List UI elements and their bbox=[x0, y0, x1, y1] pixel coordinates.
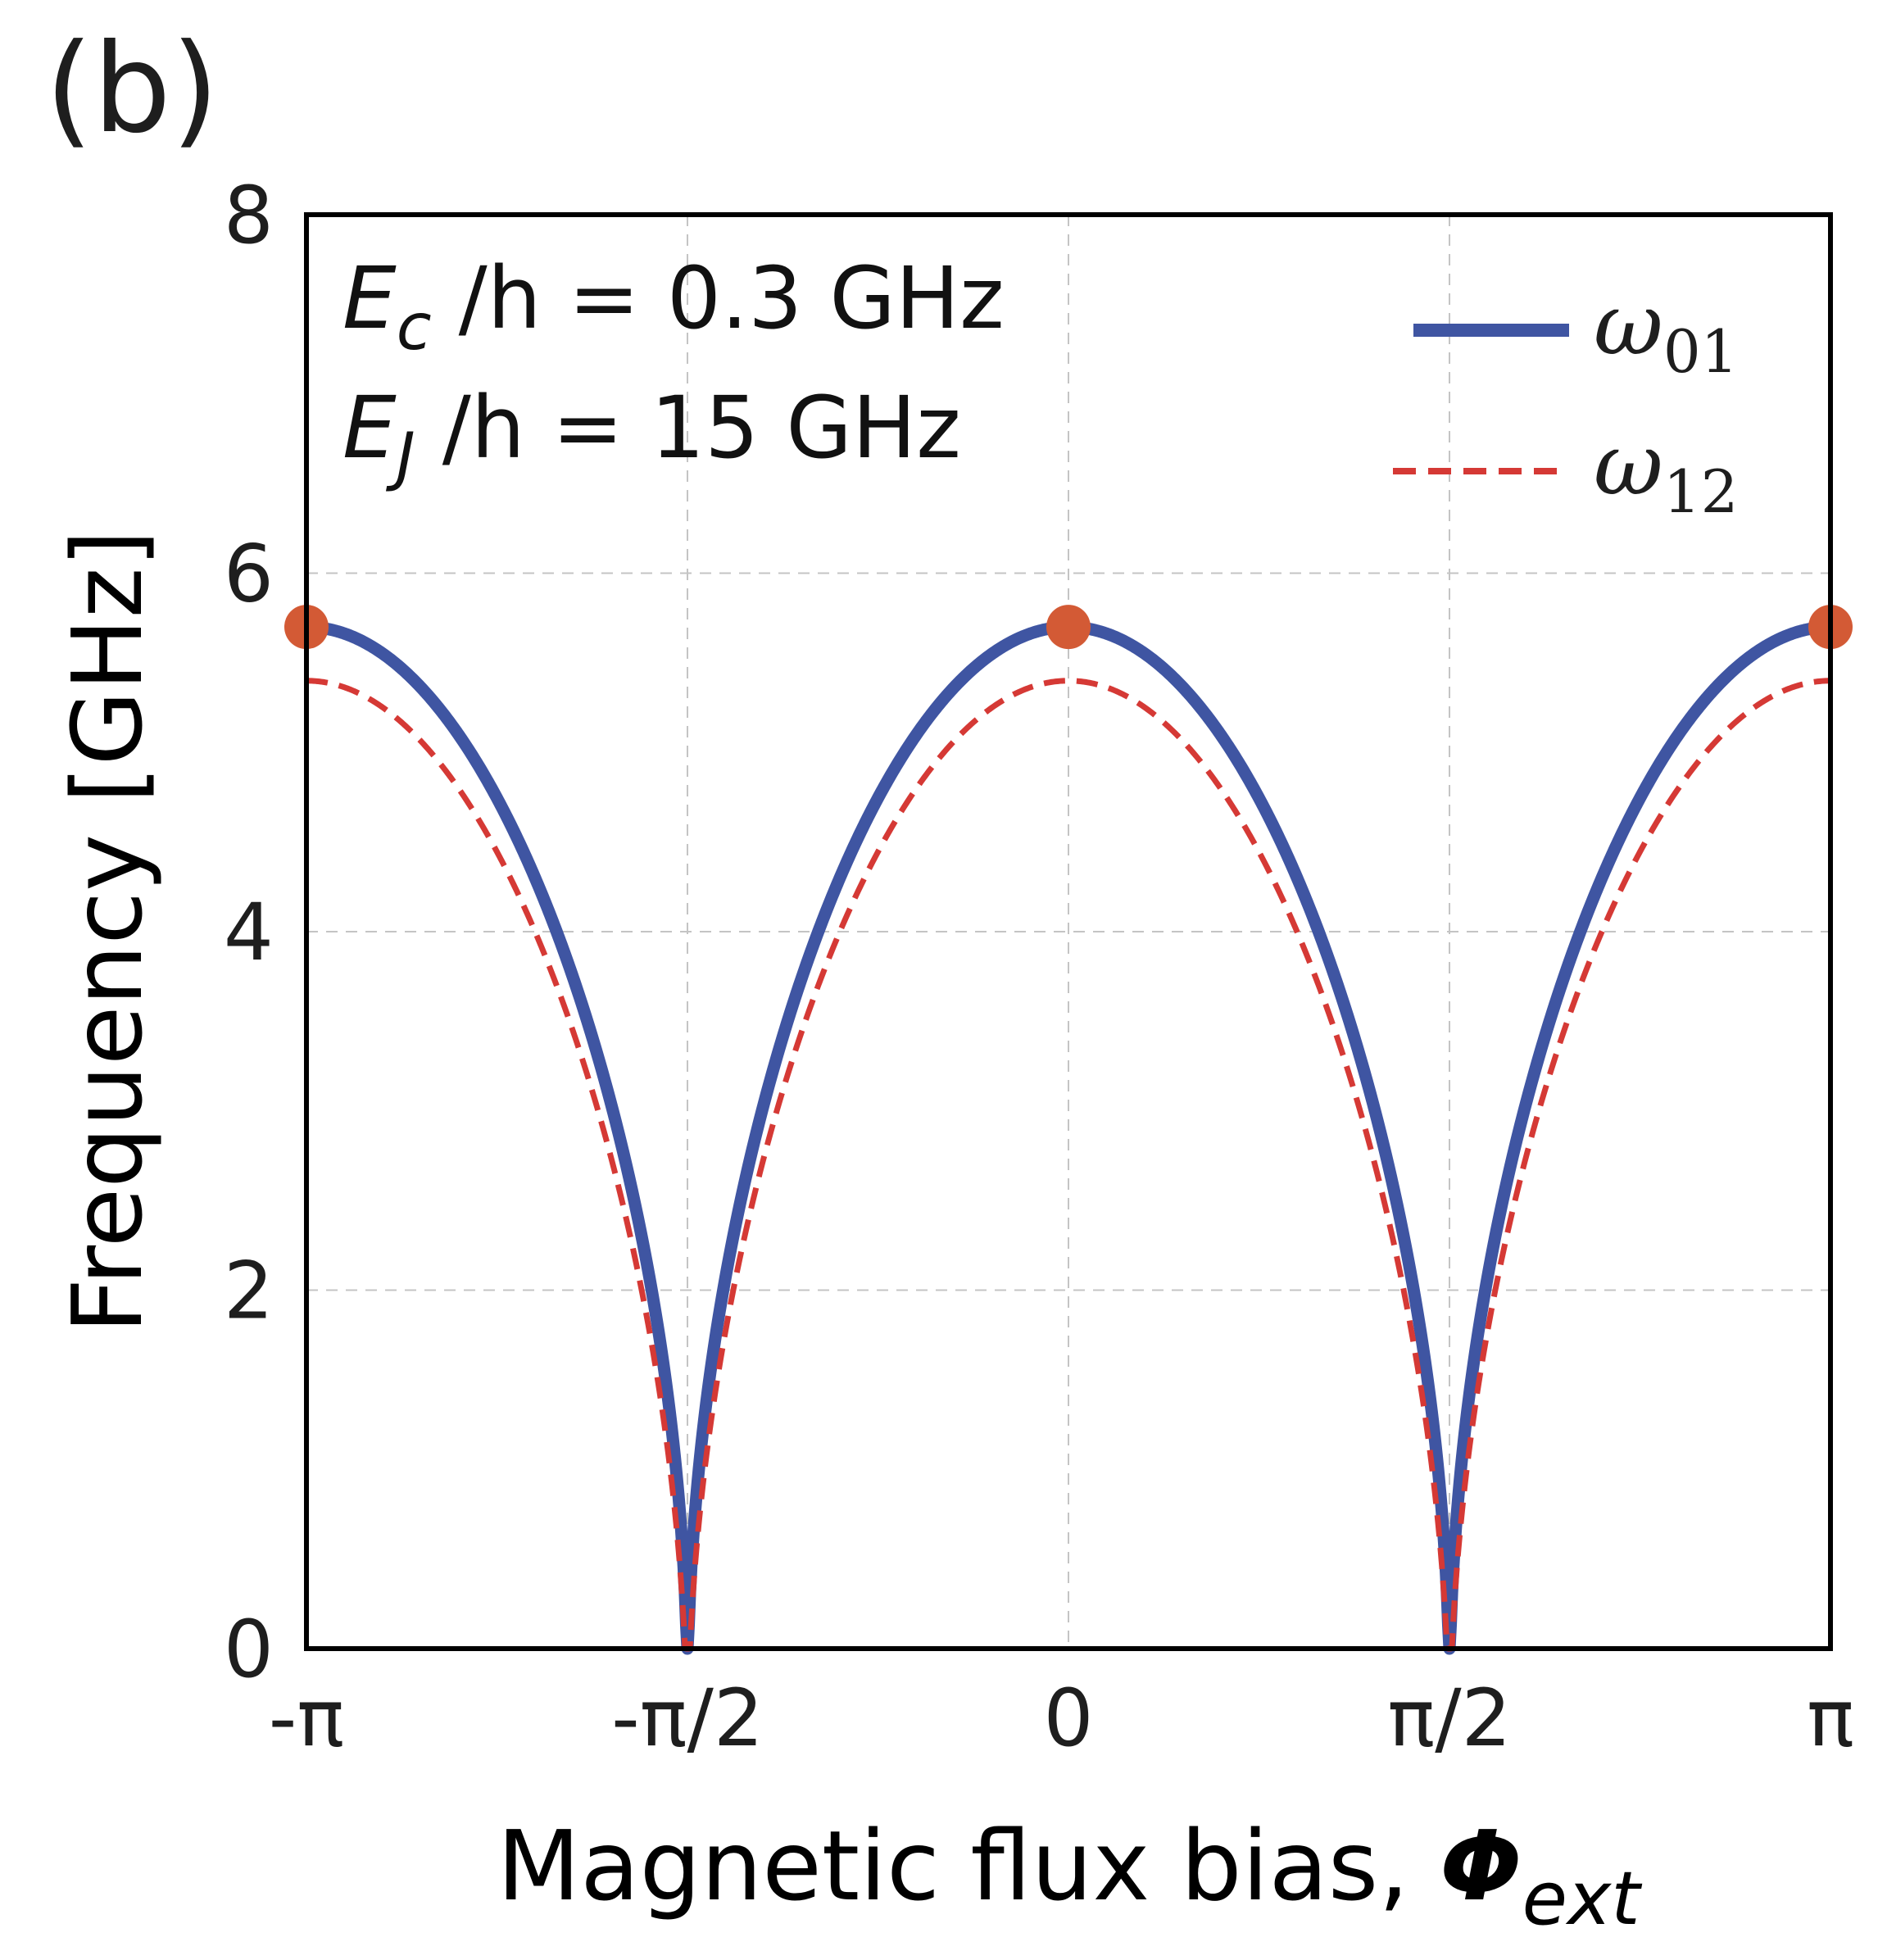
annotation-ec-subscript: c bbox=[397, 291, 432, 365]
annotation-ec: Ec /h = 0.3 GHz bbox=[342, 248, 1005, 365]
plot-frame bbox=[304, 212, 1833, 1651]
legend-w12-symbol: ω bbox=[1594, 415, 1663, 515]
legend: ω01 ω12 bbox=[1393, 274, 1738, 526]
x-axis-label-subscript: ext bbox=[1522, 1856, 1644, 1942]
x-tick-label: -π/2 bbox=[611, 1672, 764, 1764]
legend-label-w12: ω12 bbox=[1594, 415, 1738, 526]
x-tick-labels: -π -π/2 0 π/2 π bbox=[269, 1672, 1854, 1764]
y-tick-label: 4 bbox=[224, 887, 274, 978]
y-tick-label: 6 bbox=[224, 529, 274, 620]
sweet-spot-marker bbox=[1046, 605, 1091, 650]
series-12-line bbox=[305, 678, 1832, 1652]
legend-w01-symbol: ω bbox=[1594, 274, 1663, 374]
annotation-ej-text: /h = 15 GHz bbox=[415, 378, 961, 478]
x-axis-label-text: Magnetic flux bias, bbox=[497, 1809, 1440, 1922]
y-axis-label: Frequency [GHz] bbox=[51, 529, 164, 1333]
y-tick-label: 0 bbox=[224, 1604, 274, 1695]
x-axis-label: Magnetic flux bias, Φext bbox=[497, 1809, 1643, 1942]
markers bbox=[284, 605, 1853, 650]
annotation-ec-text: /h = 0.3 GHz bbox=[432, 248, 1005, 348]
x-tick-label: 0 bbox=[1043, 1672, 1093, 1764]
annotation-ec-symbol: E bbox=[342, 248, 397, 348]
legend-label-w01: ω01 bbox=[1594, 274, 1738, 386]
annotation-ej: EJ /h = 15 GHz bbox=[342, 378, 961, 494]
y-tick-label: 2 bbox=[224, 1245, 274, 1337]
y-tick-label: 8 bbox=[224, 170, 274, 261]
x-tick-label: -π bbox=[269, 1672, 344, 1764]
panel-label: (b) bbox=[45, 18, 219, 161]
x-tick-label: π/2 bbox=[1387, 1672, 1511, 1764]
x-axis-label-symbol: Φ bbox=[1440, 1809, 1522, 1922]
legend-w12-subscript: 12 bbox=[1663, 457, 1739, 526]
y-tick-labels: 0 2 4 6 8 bbox=[224, 170, 274, 1695]
x-tick-label: π bbox=[1807, 1672, 1854, 1764]
annotation-ej-symbol: E bbox=[342, 378, 397, 478]
legend-w01-subscript: 01 bbox=[1663, 317, 1739, 386]
